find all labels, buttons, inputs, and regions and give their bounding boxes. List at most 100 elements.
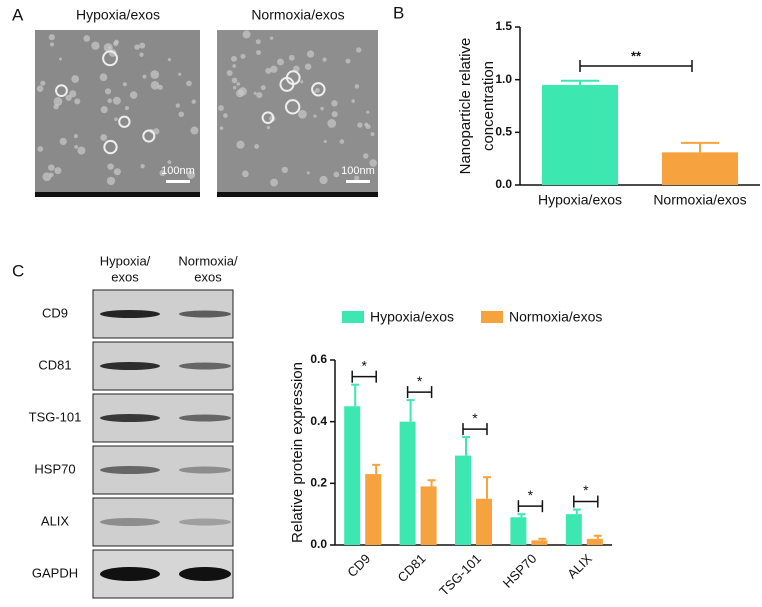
particle [139, 42, 146, 49]
particle [59, 137, 67, 146]
particle [48, 164, 55, 171]
particle [83, 35, 91, 42]
particle [218, 105, 224, 111]
particle [140, 163, 145, 169]
particle [339, 139, 345, 144]
blot-band [179, 466, 231, 474]
vesicle [284, 99, 301, 115]
particle [142, 74, 147, 79]
particle [357, 122, 363, 128]
particle [306, 171, 310, 175]
tem-footer [217, 192, 378, 197]
particle [238, 87, 247, 96]
blot-column: Hypoxia/ [100, 253, 151, 268]
blot-band [100, 567, 160, 581]
particle [49, 42, 55, 47]
x-tick-label: HSP70 [500, 551, 540, 591]
particle [112, 96, 121, 105]
particle [104, 88, 112, 95]
particle [253, 91, 257, 95]
particle [74, 145, 79, 149]
tem-title: Normoxia/exos [251, 7, 344, 23]
particle [42, 172, 52, 182]
particle [186, 80, 192, 87]
particle [153, 128, 160, 135]
particle [242, 170, 249, 178]
blot-row-label: ALIX [41, 513, 70, 528]
particle [270, 65, 278, 73]
particle [231, 77, 238, 84]
particle [219, 126, 224, 130]
bar [510, 517, 527, 545]
sig-annotation: * [361, 357, 367, 373]
blot-band [179, 567, 231, 581]
particle [124, 106, 130, 111]
particle [223, 113, 228, 118]
bar [565, 514, 582, 545]
bar [586, 538, 603, 545]
blot-band [179, 518, 231, 526]
y-tick-label: 0.5 [495, 125, 512, 139]
tem-footer [35, 192, 200, 197]
particle [190, 126, 199, 135]
blot-column: exos [194, 269, 222, 284]
vesicle [285, 70, 301, 85]
particle [369, 159, 377, 167]
particle [345, 58, 351, 64]
particle [178, 72, 182, 76]
blot-row-label: HSP70 [34, 461, 75, 476]
blot-band [100, 310, 160, 318]
particle [107, 163, 114, 170]
blot-row-label: TSG-101 [29, 409, 82, 424]
particle [366, 110, 370, 114]
y-axis-label: concentration [480, 61, 497, 151]
particle [186, 170, 196, 179]
particle [99, 73, 108, 82]
particle [370, 132, 375, 137]
particle [122, 82, 127, 87]
particle [226, 70, 233, 77]
particle [231, 55, 237, 62]
particle [364, 122, 369, 127]
particle [53, 97, 63, 106]
vesicle [55, 84, 68, 97]
scale-label: 100nm [161, 165, 195, 177]
particle [113, 168, 121, 176]
x-tick-label: Hypoxia/exos [538, 192, 622, 208]
y-tick-label: 1.5 [495, 19, 512, 33]
bar [531, 540, 548, 545]
y-axis-label: Relative protein expression [289, 362, 306, 543]
bar [455, 455, 471, 545]
particle [40, 80, 46, 86]
particle [351, 99, 355, 103]
particle [240, 53, 246, 59]
blot-band [100, 466, 160, 474]
particle [48, 34, 55, 41]
bar [542, 84, 618, 185]
bar [662, 152, 738, 185]
particle [129, 91, 138, 99]
y-tick-label: 0.4 [310, 414, 327, 428]
particle [150, 70, 160, 79]
vesicle [142, 129, 156, 143]
particle [54, 167, 62, 175]
x-tick-label: ALIX [564, 551, 595, 582]
vesicle [311, 82, 326, 97]
particle [175, 103, 181, 108]
blot-column: exos [111, 269, 139, 284]
particle [255, 39, 261, 45]
blot-panel [92, 497, 234, 547]
blot-band [100, 362, 160, 370]
particle [77, 146, 86, 155]
particle [256, 92, 263, 99]
particle [236, 82, 241, 86]
particle [362, 153, 369, 159]
particle [100, 134, 108, 141]
particle [331, 100, 338, 107]
blot-band [100, 518, 160, 526]
particle [139, 52, 144, 57]
particle [242, 30, 251, 39]
sig-annotation: ** [631, 48, 642, 63]
particle [150, 81, 160, 90]
